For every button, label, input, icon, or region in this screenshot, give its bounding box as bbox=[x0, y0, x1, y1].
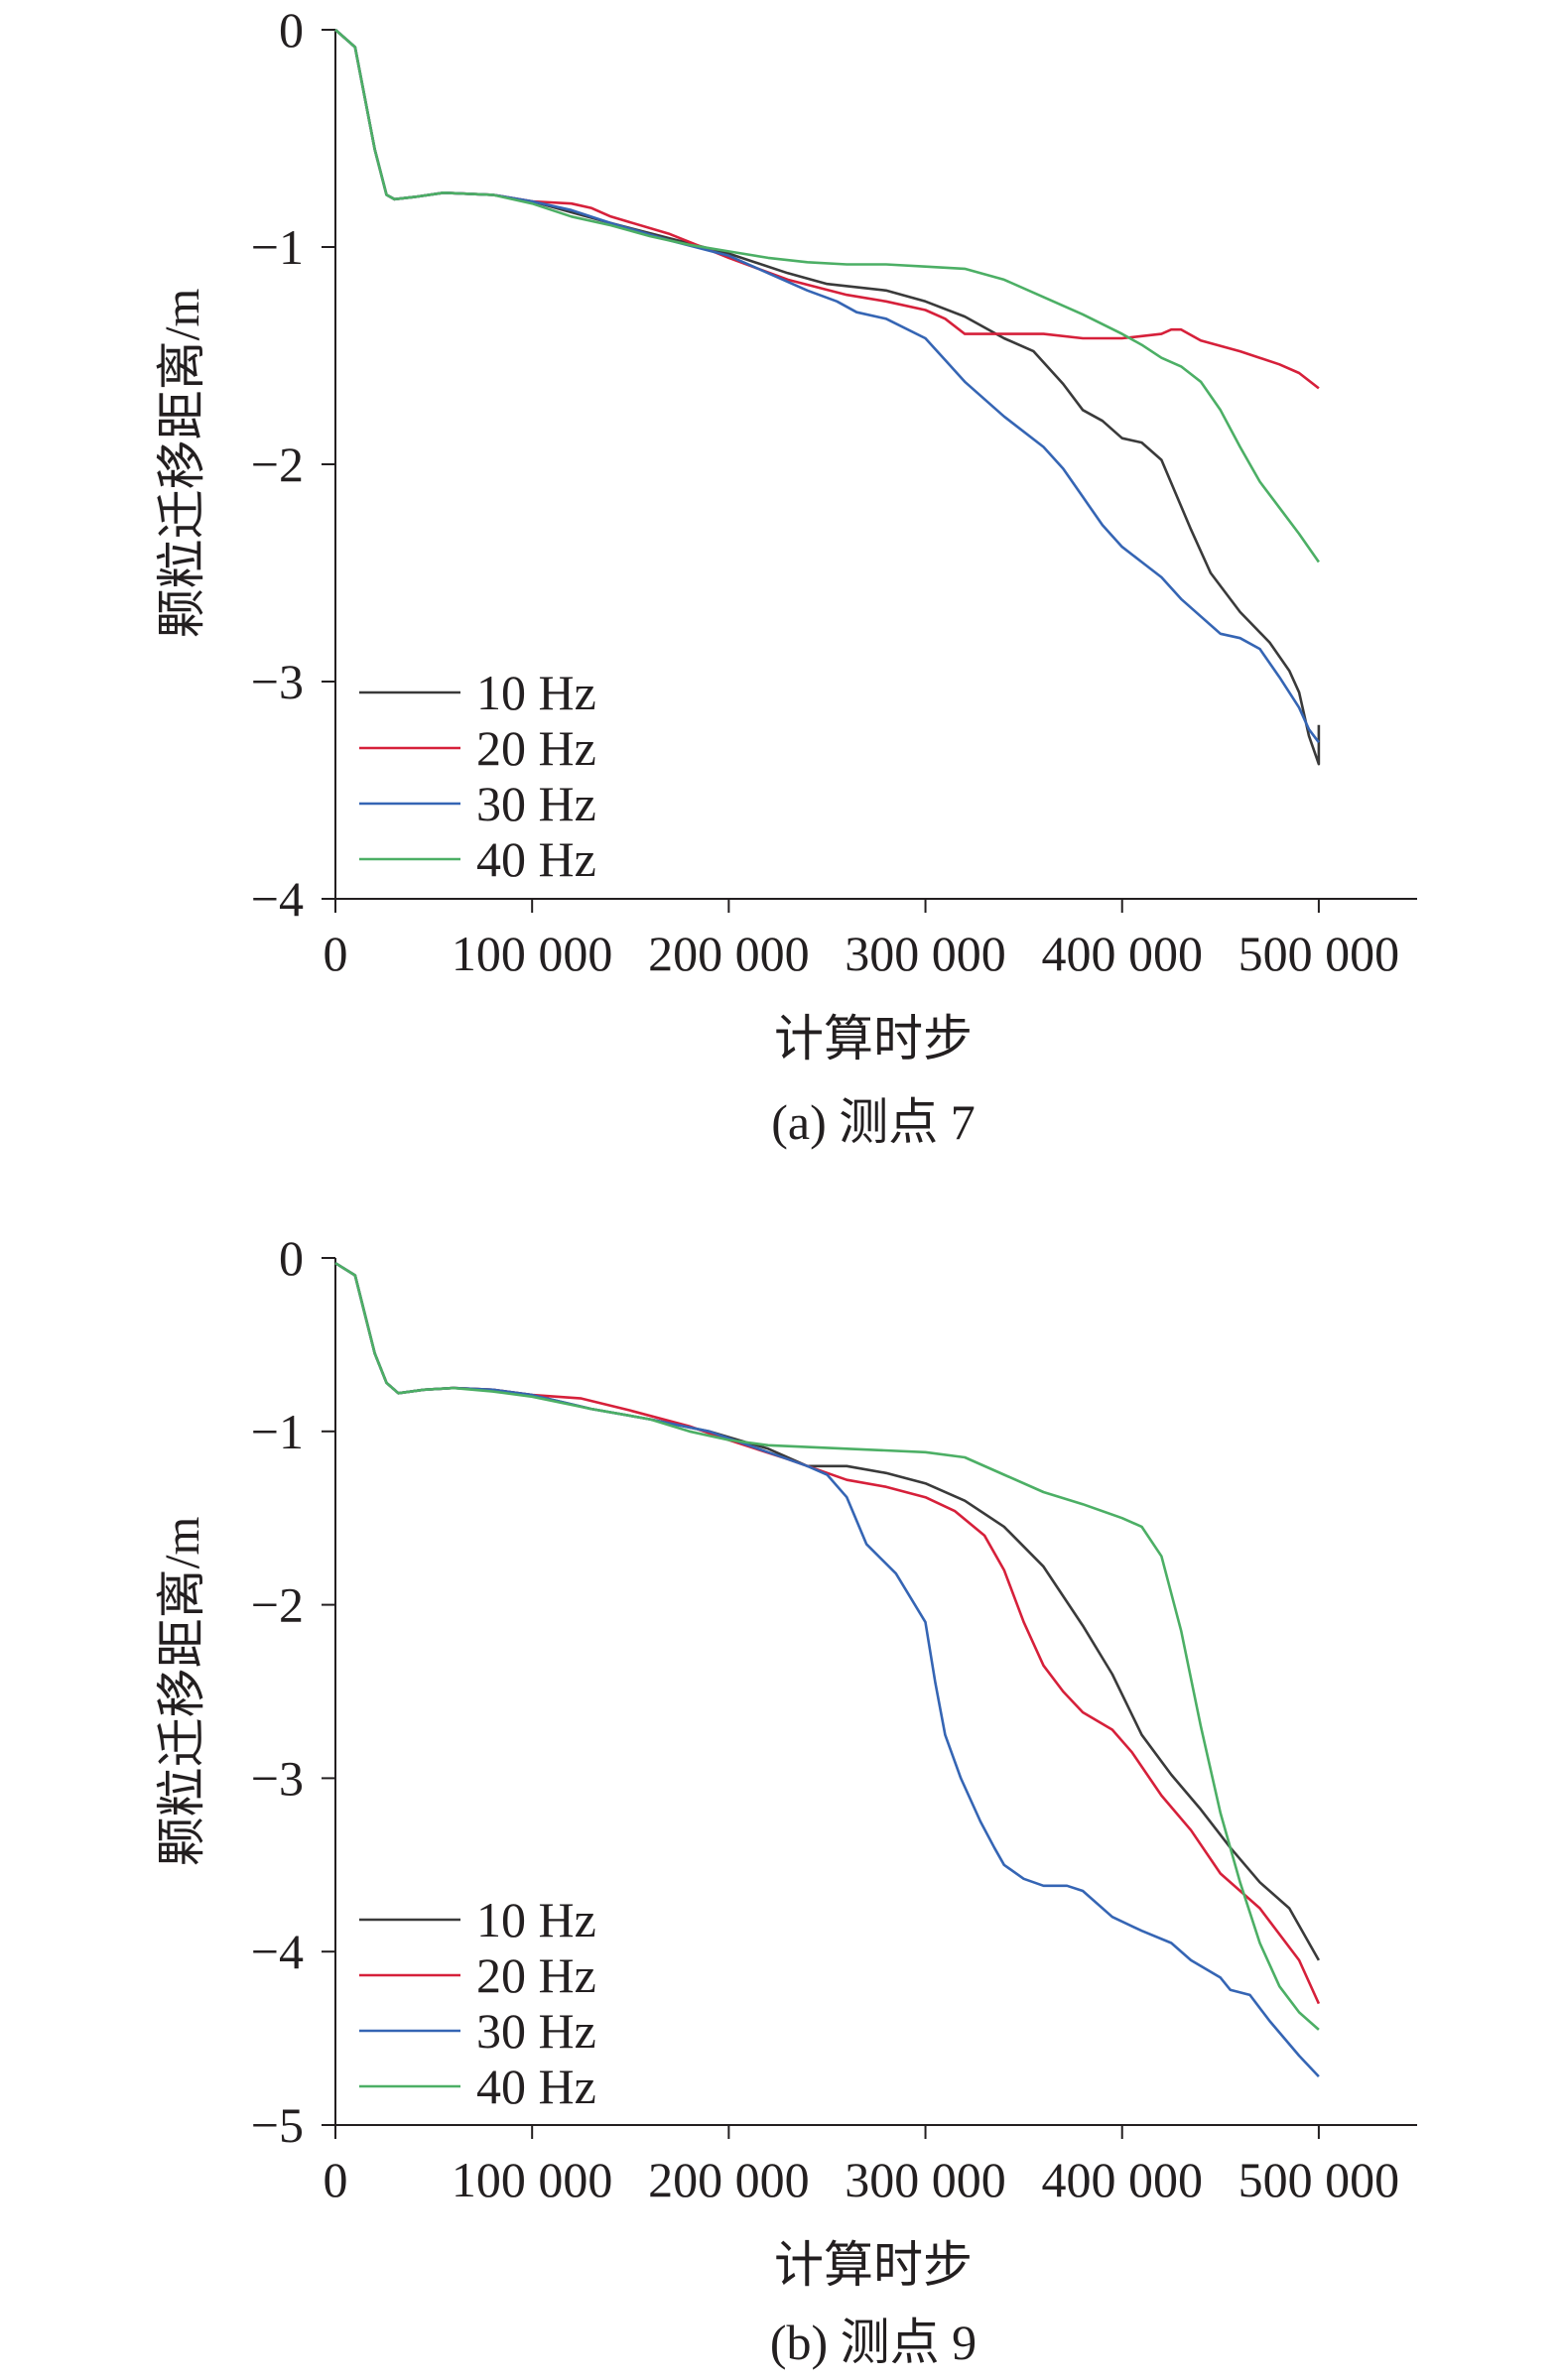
chart-a-caption: (a) 测点 7 bbox=[771, 1094, 976, 1150]
chart-b-y-tick-label: 0 bbox=[279, 1230, 304, 1286]
chart-a-y-tick-label: −3 bbox=[251, 654, 304, 709]
chart-b-legend-label: 40 Hz bbox=[476, 2059, 596, 2114]
chart-b-x-tick-label: 100 000 bbox=[452, 2152, 613, 2207]
chart-a-x-tick-label: 0 bbox=[324, 926, 348, 981]
chart-a-x-tick-label: 400 000 bbox=[1041, 926, 1203, 981]
chart-b-ylabel: 颗粒迁移距离/m bbox=[154, 1517, 209, 1867]
chart-b-y-tick-label: −3 bbox=[251, 1750, 304, 1806]
chart-a: 0 100 000 200 000 300 000 400 000 500 000 0 −1 −… bbox=[154, 2, 1417, 1150]
chart-a-legend-label: 20 Hz bbox=[476, 720, 596, 776]
chart-b-legend-label: 20 Hz bbox=[476, 1947, 596, 2003]
chart-a-series-30hz bbox=[334, 29, 1320, 744]
chart-b-x-tick-label: 200 000 bbox=[648, 2152, 810, 2207]
chart-a-series-10hz bbox=[334, 29, 1321, 766]
chart-a-legend-label: 30 Hz bbox=[476, 776, 596, 831]
chart-a-ylabel: 颗粒迁移距离/m bbox=[154, 289, 209, 639]
chart-b-series-40hz bbox=[334, 1262, 1320, 2031]
chart-b-y-tick-label: −2 bbox=[251, 1577, 304, 1633]
chart-b-x-tick-label: 400 000 bbox=[1041, 2152, 1203, 2207]
chart-a-legend-label: 40 Hz bbox=[476, 831, 596, 887]
chart-a-x-tick-label: 200 000 bbox=[648, 926, 810, 981]
chart-b-legend-label: 10 Hz bbox=[476, 1892, 596, 1947]
chart-b-y-tick-label: −1 bbox=[251, 1404, 304, 1459]
chart-b-x-tick-label: 300 000 bbox=[845, 2152, 1006, 2207]
chart-a-y-tick-label: −1 bbox=[251, 219, 304, 275]
chart-a-x-tick-label: 500 000 bbox=[1238, 926, 1400, 981]
chart-b-xlabel: 计算时步 bbox=[774, 2237, 973, 2293]
chart-a-xlabel: 计算时步 bbox=[774, 1011, 973, 1066]
chart-b-ticks: 0 100 000 200 000 300 000 400 000 500 000 0 −1 −… bbox=[251, 1230, 1399, 2207]
chart-b-axes bbox=[334, 1258, 1417, 2126]
chart-a-y-tick-label: 0 bbox=[279, 2, 304, 58]
chart-b-legend-label: 30 Hz bbox=[476, 2003, 596, 2059]
chart-a-lines bbox=[334, 29, 1321, 766]
chart-a-series-40hz bbox=[334, 29, 1320, 564]
chart-b-y-tick-label: −5 bbox=[251, 2097, 304, 2153]
chart-b-lines bbox=[334, 1262, 1321, 2077]
chart-a-x-tick-label: 300 000 bbox=[845, 926, 1006, 981]
chart-a-ticks: 0 100 000 200 000 300 000 400 000 500 000 0 −1 −… bbox=[251, 2, 1399, 981]
chart-b-series-10hz bbox=[334, 1262, 1321, 1961]
chart-b-x-tick-label: 500 000 bbox=[1238, 2152, 1400, 2207]
chart-a-y-tick-label: −4 bbox=[251, 871, 304, 927]
chart-a-series-20hz bbox=[334, 29, 1320, 390]
chart-b-y-tick-label: −4 bbox=[251, 1924, 304, 1979]
chart-b: 0 100 000 200 000 300 000 400 000 500 000 0 −1 −… bbox=[154, 1230, 1417, 2370]
chart-a-legend-label: 10 Hz bbox=[476, 665, 596, 720]
chart-a-y-tick-label: −2 bbox=[251, 437, 304, 492]
chart-b-x-tick-label: 0 bbox=[324, 2152, 348, 2207]
chart-a-x-tick-label: 100 000 bbox=[452, 926, 613, 981]
chart-b-caption: (b) 测点 9 bbox=[770, 2315, 977, 2370]
